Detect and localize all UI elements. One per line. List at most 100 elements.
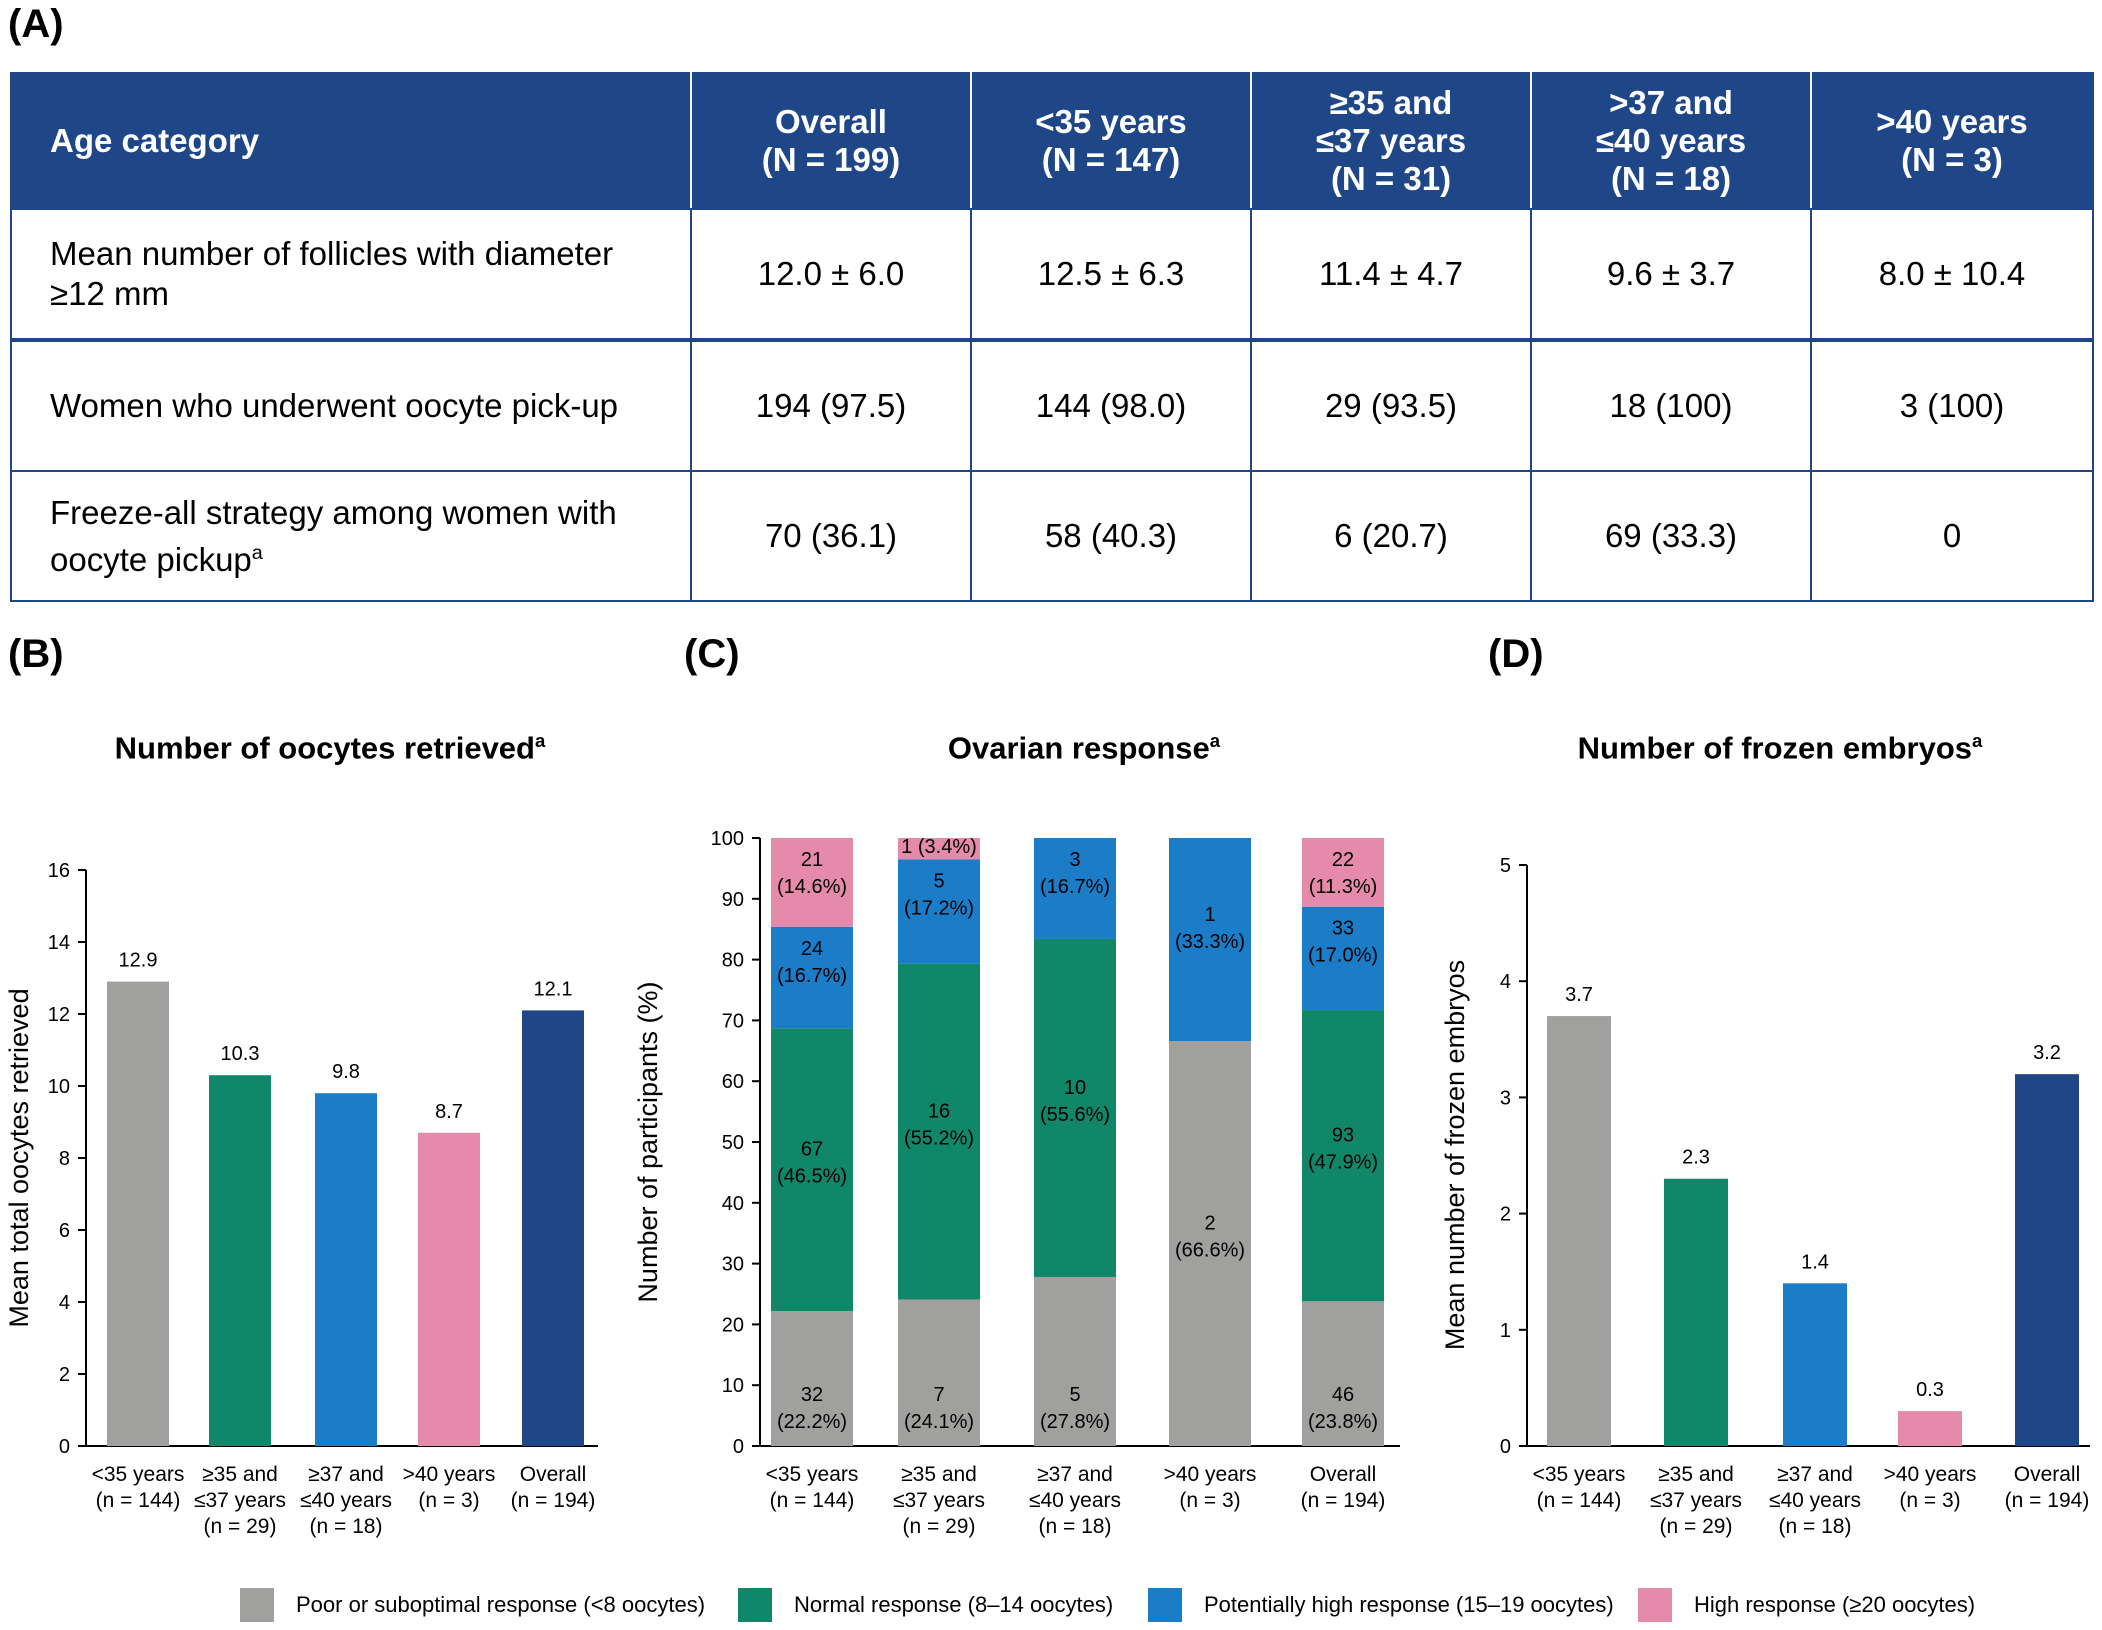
chart-d-x-tick-label: ≥37 and: [1777, 1463, 1853, 1486]
legend-label: Potentially high response (15–19 oocytes…: [1204, 1592, 1614, 1617]
chart-c-bar-segment: [771, 1311, 853, 1446]
table-header-cell: Age category: [10, 72, 692, 210]
chart-c-y-tick-label: 80: [722, 950, 744, 972]
table-cell: 69 (33.3): [1530, 470, 1812, 602]
chart-d-x-tick-label: ≤40 years: [1769, 1489, 1861, 1512]
chart-c-title: Ovarian responsea: [684, 730, 1484, 766]
chart-b-data-label: 12.9: [119, 950, 158, 972]
chart-c-data-label: 33: [1332, 918, 1354, 940]
chart-b-x-tick-label: ≥37 and: [308, 1463, 384, 1486]
chart-b-bar: [107, 981, 169, 1446]
chart-c-x-tick-label: Overall: [1310, 1463, 1377, 1486]
chart-c-bar-segment: [1302, 1010, 1384, 1302]
table-row-label-text: ≥12 mm: [50, 274, 680, 314]
chart-c-data-label: (55.6%): [1040, 1104, 1110, 1126]
chart-c-bar-segment: [1169, 1041, 1251, 1446]
chart-c-bar-segment: [898, 963, 980, 1300]
chart-d-y-tick-label: 4: [1500, 971, 1511, 993]
chart-d-x-tick-label: (n = 3): [1899, 1489, 1960, 1512]
chart-d-x-tick-label: (n = 18): [1779, 1515, 1852, 1538]
chart-c-x-tick-label: >40 years: [1164, 1463, 1257, 1486]
chart-d-x-tick-label: <35 years: [1533, 1463, 1626, 1486]
table-header-text: Overall: [775, 103, 887, 140]
chart-b-title-text: Number of oocytes retrieved: [114, 730, 535, 766]
chart-c-y-tick-label: 100: [711, 828, 744, 850]
chart-c-y-tick-label: 50: [722, 1132, 744, 1154]
table-row-label-line: Freeze-all strategy among women with: [50, 493, 617, 531]
table-cell: 29 (93.5): [1250, 339, 1532, 472]
table-cell: 11.4 ± 4.7: [1250, 208, 1532, 342]
table-row-label-line: Women who underwent oocyte pick-up: [50, 387, 619, 424]
chart-c-data-label: 24: [801, 938, 823, 960]
chart-b-y-tick-label: 6: [59, 1220, 70, 1242]
table-row-label-text: Mean number of follicles with diameter: [50, 234, 680, 274]
chart-c-bar-segment: [1034, 938, 1116, 1277]
table-row: Freeze-all strategy among women with oocy…: [10, 470, 2094, 602]
chart-b-y-tick-label: 12: [48, 1004, 70, 1026]
legend-label: Poor or suboptimal response (<8 oocytes): [296, 1592, 706, 1617]
table-cell: 8.0 ± 10.4: [1810, 208, 2094, 342]
table-header-text: Age category: [50, 122, 260, 159]
chart-c-data-label: (66.6%): [1175, 1240, 1245, 1262]
table-cell: 18 (100): [1530, 339, 1812, 472]
chart-c-x-tick-label: ≤37 years: [893, 1489, 985, 1512]
table-row: Mean number of follicles with diameter ≥1…: [10, 208, 2094, 342]
table-cell: 0: [1810, 470, 2094, 602]
chart-d-title-text: Number of frozen embryos: [1577, 730, 1973, 766]
chart-d-x-tick-label: (n = 29): [1660, 1515, 1733, 1538]
chart-d-x-tick-label: ≤37 years: [1650, 1489, 1742, 1512]
chart-c-y-tick-label: 90: [722, 889, 744, 911]
table-header-text: (N = 199): [761, 141, 901, 178]
chart-b-y-tick-label: 8: [59, 1148, 70, 1170]
chart-b-x-tick-label: (n = 29): [204, 1515, 277, 1538]
chart-c-data-label: 3: [1069, 849, 1080, 871]
chart-b-bar: [418, 1132, 480, 1446]
chart-b-x-tick-label: ≤40 years: [300, 1489, 392, 1512]
chart-c-bar-segment: [1169, 838, 1251, 1042]
chart-c-data-label: 2: [1204, 1213, 1215, 1235]
chart-b-title: Number of oocytes retrieveda: [0, 730, 660, 766]
chart-b-x-tick-label: Overall: [520, 1463, 587, 1486]
chart-d-data-label: 0.3: [1916, 1379, 1944, 1401]
legend-item: Potentially high response (15–19 oocytes…: [1148, 1588, 1614, 1622]
chart-c-y-tick-label: 70: [722, 1010, 744, 1032]
chart-c-x-tick-label: ≤40 years: [1029, 1489, 1121, 1512]
table-row-label-sup: a: [251, 541, 263, 564]
chart-c-data-label: 67: [801, 1139, 823, 1161]
chart-b-y-tick-label: 10: [48, 1076, 70, 1098]
chart-d-bar: [1547, 1016, 1611, 1446]
chart-d-bar: [1783, 1283, 1847, 1446]
chart-c-data-label: (46.5%): [777, 1166, 847, 1188]
table-header-cell: >37 and ≤40 years (N = 18): [1530, 72, 1812, 210]
table-row-label-line: oocyte pickup: [50, 540, 252, 578]
chart-c-data-label: 10: [1064, 1077, 1086, 1099]
table-row-label-text: Women who underwent oocyte pick-up: [50, 386, 680, 426]
panel-label-a: (A): [8, 2, 64, 46]
chart-b-data-label: 8.7: [435, 1101, 463, 1123]
chart-c-bar-segment: [1034, 838, 1116, 939]
table-cell: 58 (40.3): [970, 470, 1252, 602]
table-header-text: ≤37 years: [1315, 122, 1467, 159]
chart-c-data-label: (16.7%): [1040, 876, 1110, 898]
chart-d-bar: [1898, 1411, 1962, 1446]
chart-c-y-tick-label: 0: [733, 1436, 744, 1458]
chart-b-x-tick-label: (n = 144): [96, 1489, 181, 1512]
chart-b-x-tick-label: (n = 18): [310, 1515, 383, 1538]
legend-item: High response (≥20 oocytes): [1638, 1588, 1975, 1622]
table-row-label-text: Freeze-all strategy among women with: [50, 493, 680, 533]
chart-c-title-text: Ovarian response: [947, 730, 1210, 766]
chart-d-data-label: 1.4: [1801, 1251, 1829, 1273]
chart-d-bar: [2015, 1074, 2079, 1446]
table-cell: 3 (100): [1810, 339, 2094, 472]
chart-c-data-label: 5: [1069, 1384, 1080, 1406]
chart-d-x-tick-label: >40 years: [1884, 1463, 1977, 1486]
chart-b-bar: [209, 1075, 271, 1446]
table-header-text: ≤40 years: [1595, 122, 1747, 159]
chart-b-y-axis-label: Mean total oocytes retrieved: [4, 988, 34, 1327]
chart-c-y-tick-label: 40: [722, 1193, 744, 1215]
table-cell: 12.5 ± 6.3: [970, 208, 1252, 342]
table-header-text: >40 years: [1876, 103, 2028, 140]
chart-c-x-tick-label: (n = 29): [903, 1515, 976, 1538]
table-header-text: (N = 3): [1901, 141, 2003, 178]
chart-b-x-tick-label: ≤37 years: [194, 1489, 286, 1512]
